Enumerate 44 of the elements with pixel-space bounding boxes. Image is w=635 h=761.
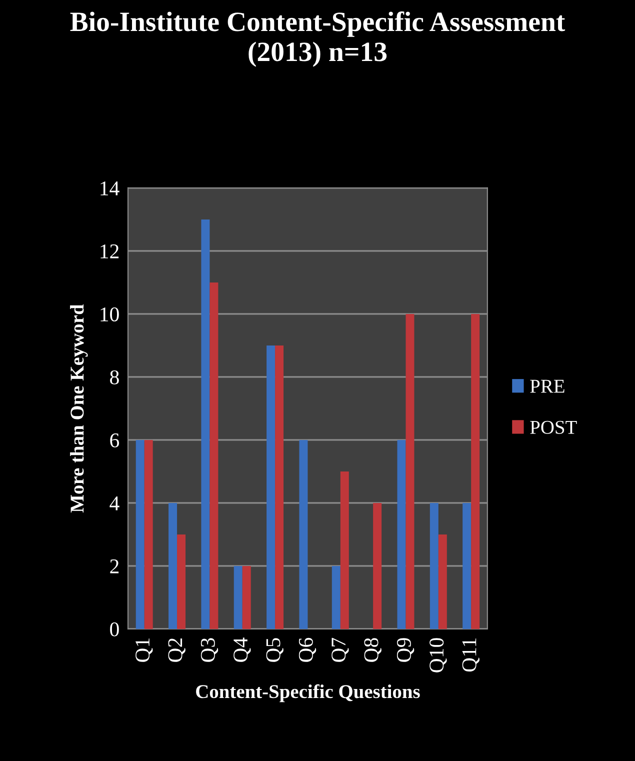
bar xyxy=(136,440,144,629)
bar xyxy=(234,566,242,629)
x-axis-title: Content-Specific Questions xyxy=(196,684,420,702)
y-tick-label: 2 xyxy=(110,559,119,574)
bar xyxy=(266,345,276,629)
y-tick-label: 8 xyxy=(110,370,119,384)
bar xyxy=(177,534,186,629)
y-tick-label: 4 xyxy=(110,496,120,510)
legend-label: POST xyxy=(530,420,577,434)
bar xyxy=(299,440,308,629)
x-tick-label: Q2 xyxy=(168,638,186,662)
y-axis-title: More than One Keyword xyxy=(70,304,88,512)
y-tick-label: 6 xyxy=(110,433,120,448)
bar xyxy=(144,440,153,629)
bar xyxy=(471,314,480,629)
bar xyxy=(275,345,284,629)
x-tick-label: Q8 xyxy=(364,638,382,662)
y-tick-label: 0 xyxy=(110,622,119,636)
bar xyxy=(430,502,438,629)
x-tick-label: Q3 xyxy=(200,638,218,662)
bar xyxy=(406,314,414,629)
y-tick-label: 14 xyxy=(100,181,120,196)
legend-label: PRE xyxy=(530,380,564,393)
x-tick-label: Q6 xyxy=(298,638,316,662)
chart-title: Bio-Institute Content-Specific Assessment (2013) n=13 xyxy=(70,11,566,67)
bar xyxy=(332,566,340,629)
x-tick-label: Q1 xyxy=(136,638,153,662)
y-tick-label: 12 xyxy=(100,244,119,258)
x-tick-label: Q4 xyxy=(234,638,251,662)
bar xyxy=(373,502,382,629)
x-tick-label: Q11 xyxy=(462,638,480,672)
bar xyxy=(242,566,251,629)
bar xyxy=(201,219,210,629)
x-tick-label: Q9 xyxy=(396,638,414,662)
bar xyxy=(340,471,349,629)
x-tick-label: Q10 xyxy=(430,638,447,672)
bar xyxy=(438,534,447,629)
bar xyxy=(397,440,406,629)
bar xyxy=(210,282,218,629)
x-tick-label: Q5 xyxy=(266,638,284,662)
bar xyxy=(168,502,178,629)
bar xyxy=(462,502,472,629)
x-tick-label: Q7 xyxy=(332,638,349,662)
y-tick-label: 10 xyxy=(100,307,119,322)
